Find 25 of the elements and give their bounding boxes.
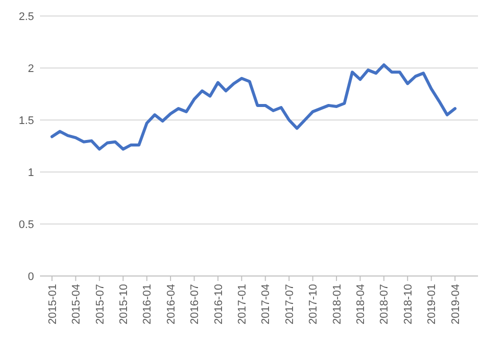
x-tick-label: 2017-07 — [284, 284, 296, 324]
x-tick-label: 2015-07 — [94, 284, 106, 324]
x-tick-label: 2015-04 — [70, 284, 83, 324]
x-tick-label: 2017-01 — [236, 284, 248, 324]
x-tick-label: 2015-10 — [118, 284, 130, 324]
line-series — [50, 63, 456, 151]
y-tick-label: 0.5 — [18, 218, 34, 231]
x-tick-label: 2016-04 — [165, 284, 178, 324]
x-tick-label: 2019-04 — [450, 284, 462, 324]
y-tick-label: 0 — [28, 270, 34, 283]
x-tick-label: 2018-07 — [378, 284, 391, 324]
x-tick-label: 2018-10 — [402, 284, 414, 324]
x-tick-label: 2016-07 — [189, 284, 202, 324]
x-tick-label: 2017-10 — [308, 284, 320, 324]
x-tick-label: 2017-04 — [260, 284, 272, 324]
y-tick-label: 1.5 — [18, 114, 34, 127]
y-tick-label: 2.5 — [18, 10, 34, 23]
y-tick-label: 1 — [28, 166, 34, 179]
x-tick-label: 2019-01 — [426, 284, 438, 324]
y-tick-label: 2 — [28, 62, 34, 75]
x-tick-label: 2016-10 — [212, 284, 225, 324]
x-tick-label: 2018-04 — [355, 284, 368, 324]
x-tick-label: 2016-01 — [142, 284, 154, 324]
x-tick-label: 2015-01 — [46, 284, 59, 324]
x-tick-label: 2018-01 — [331, 284, 344, 324]
